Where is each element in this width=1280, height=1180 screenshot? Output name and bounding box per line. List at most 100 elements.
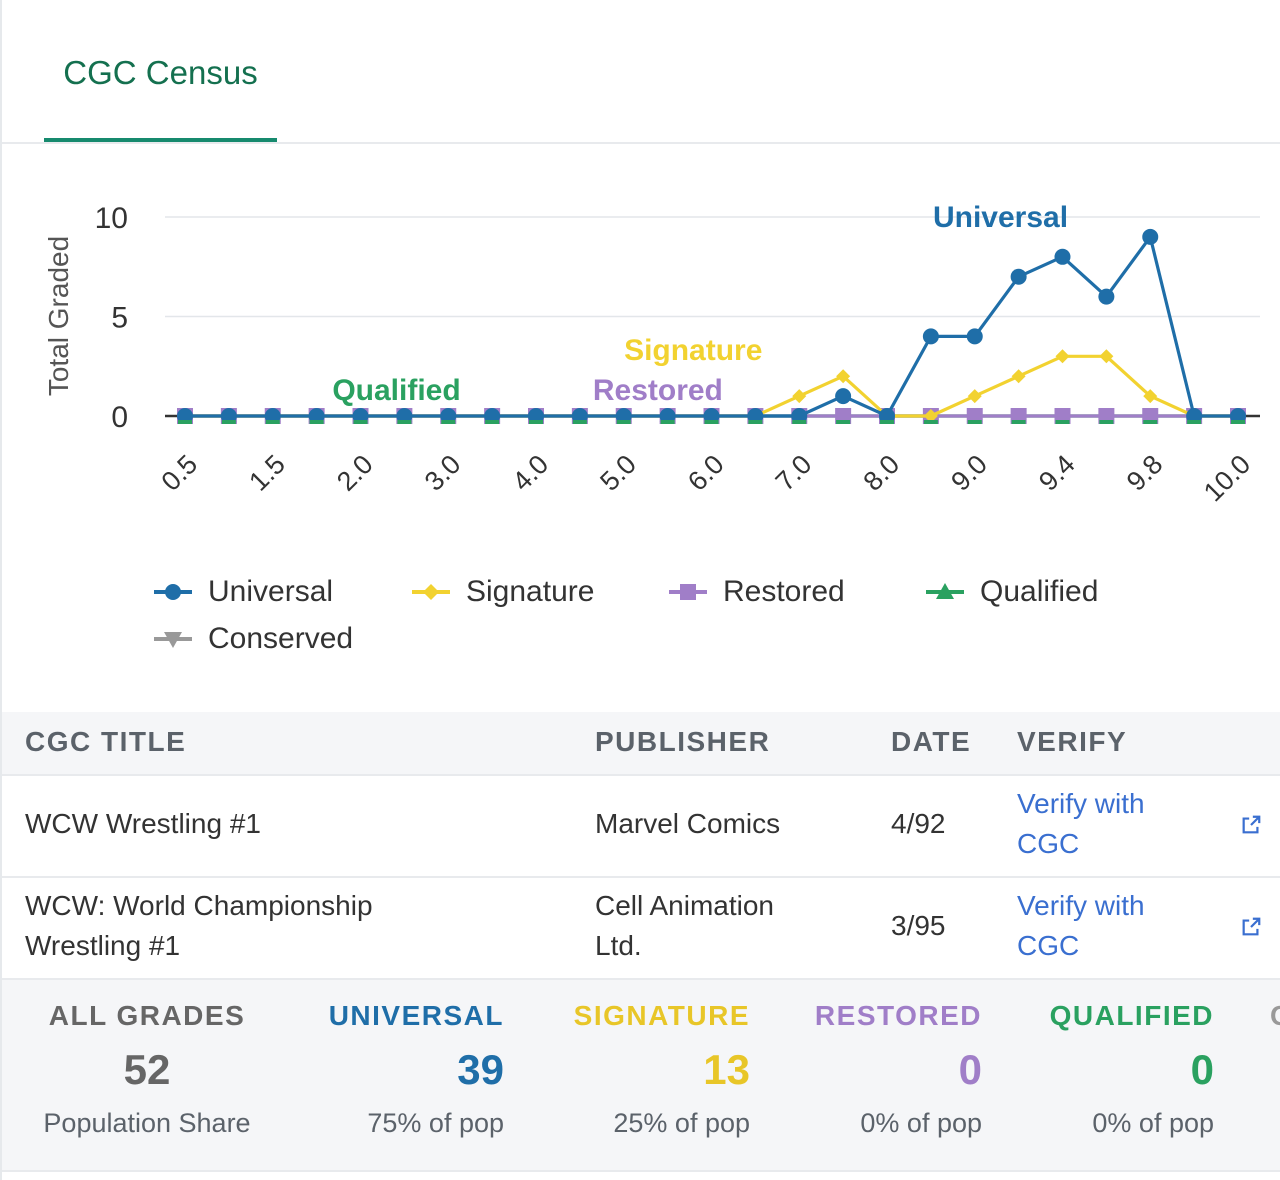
data-point-qualified	[660, 420, 675, 424]
summary-share: 0% of pop	[860, 1108, 982, 1138]
data-point-qualified	[265, 420, 280, 424]
data-point-qualified	[485, 420, 500, 424]
data-point-qualified	[704, 420, 719, 424]
series-data-label: Universal	[933, 201, 1068, 234]
summary-value: 0	[958, 1046, 982, 1093]
x-tick-label: 2.0	[331, 449, 379, 497]
data-point-universal	[966, 328, 983, 345]
external-link-icon[interactable]	[1240, 814, 1262, 836]
data-point-signature	[836, 369, 851, 384]
data-point-qualified	[923, 420, 938, 424]
data-point-signature	[923, 409, 938, 423]
summary-label: UNIVERSAL	[328, 1000, 504, 1031]
data-point-universal	[1142, 228, 1159, 245]
data-point-qualified	[178, 420, 192, 424]
data-point-signature	[792, 389, 807, 404]
legend-conserved[interactable]: Conserved	[152, 619, 353, 659]
data-point-qualified	[1055, 420, 1070, 424]
y-tick-label: 5	[111, 302, 128, 335]
data-point-universal	[1010, 268, 1027, 285]
legend-universal[interactable]: Universal	[152, 572, 333, 612]
data-point-qualified	[967, 420, 982, 424]
external-link-icon[interactable]	[1240, 916, 1262, 938]
data-point-qualified	[1143, 420, 1158, 424]
data-point-universal	[1098, 288, 1115, 305]
verify-with-cgc-link[interactable]: Verify with CGC	[1017, 788, 1145, 859]
x-tick-label: 7.0	[770, 449, 818, 497]
cell-title: WCW: World Championship Wrestling #1	[25, 890, 373, 961]
data-point-signature	[1143, 389, 1158, 404]
y-axis-label: Total Graded	[43, 236, 74, 396]
circle-marker-icon	[154, 584, 192, 600]
data-point-signature	[1099, 349, 1114, 364]
header-publisher[interactable]: PUBLISHER	[595, 726, 771, 757]
data-point-qualified	[1099, 420, 1114, 424]
x-tick-label: 9.8	[1121, 449, 1169, 497]
legend-signature[interactable]: Signature	[410, 572, 594, 612]
x-tick-label: 3.0	[419, 449, 467, 497]
x-tick-label: 0.5	[155, 449, 203, 497]
series-data-label: Signature	[624, 334, 762, 367]
tab-bar: CGC Census	[2, 0, 1280, 144]
square-marker-icon	[669, 584, 707, 600]
summary-label: SIGNATURE	[573, 1000, 750, 1031]
summary-restored: RESTORED 0 0% of pop	[792, 1000, 982, 1139]
data-point-universal	[922, 328, 939, 345]
data-point-qualified	[792, 420, 807, 424]
legend-label: Restored	[723, 575, 845, 608]
data-point-signature	[967, 389, 982, 404]
header-cgc-title[interactable]: CGC TITLE	[25, 726, 187, 757]
summary-label: QUALIFIED	[1049, 1000, 1214, 1031]
data-point-qualified	[441, 420, 456, 424]
data-point-qualified	[1011, 420, 1026, 424]
legend-label: Universal	[208, 575, 334, 608]
data-point-qualified	[221, 420, 236, 424]
table-row: WCW Wrestling #1 Marvel Comics 4/92 Veri…	[2, 776, 1280, 878]
summary-value: 0	[1190, 1046, 1214, 1093]
summary-value: 39	[457, 1046, 504, 1093]
series-data-label: Qualified	[332, 374, 460, 407]
y-tick-label: 10	[95, 202, 128, 235]
summary-value: 13	[703, 1046, 750, 1093]
summary-all-grades: ALL GRADES 52 Population Share	[32, 1000, 262, 1139]
summary-signature: SIGNATURE 13 25% of pop	[547, 1000, 750, 1139]
summary-universal: UNIVERSAL 39 75% of pop	[302, 1000, 504, 1139]
cell-publisher: Cell Animation Ltd.	[595, 890, 774, 961]
data-point-qualified	[397, 420, 412, 424]
tab-cgc-census[interactable]: CGC Census	[44, 50, 277, 142]
cell-date: 3/95	[891, 910, 946, 941]
x-tick-label: 9.0	[945, 449, 993, 497]
census-line-chart: 0 5 10 Total Graded 0.5 1.5 2.0 3.0 4.0 5.0 6.0 7.0…	[43, 201, 1260, 507]
summary-label: ALL GRADES	[48, 1000, 246, 1031]
triangle-down-marker-icon	[154, 632, 192, 648]
data-point-universal	[835, 388, 852, 405]
summary-conserved: C	[1270, 1000, 1280, 1032]
summary-share: Population Share	[43, 1108, 251, 1138]
x-tick-label: 1.5	[243, 449, 291, 497]
data-point-qualified	[353, 420, 368, 424]
summary-share: 0% of pop	[1092, 1108, 1214, 1138]
cell-publisher: Marvel Comics	[595, 808, 781, 839]
summary-label: C	[1270, 1000, 1280, 1032]
data-point-qualified	[1231, 420, 1245, 424]
data-point-signature	[1055, 349, 1070, 364]
x-tick-label: 4.0	[506, 449, 554, 497]
summary-label: RESTORED	[814, 1000, 982, 1031]
data-point-universal	[1054, 248, 1071, 265]
cell-title: WCW Wrestling #1	[25, 808, 261, 839]
legend-restored[interactable]: Restored	[667, 572, 845, 612]
legend-label: Signature	[466, 575, 595, 608]
legend-qualified[interactable]: Qualified	[924, 572, 1098, 612]
verify-with-cgc-link[interactable]: Verify with CGC	[1017, 890, 1145, 961]
data-point-signature	[1011, 369, 1026, 384]
population-summary: ALL GRADES 52 Population Share UNIVERSAL…	[2, 980, 1280, 1172]
data-point-qualified	[529, 420, 543, 424]
header-date[interactable]: DATE	[891, 726, 972, 757]
legend-label: Conserved	[208, 622, 354, 655]
series-data-label: Restored	[593, 374, 723, 407]
legend-label: Qualified	[980, 575, 1099, 608]
data-point-qualified	[1187, 420, 1202, 424]
data-point-qualified	[836, 420, 851, 424]
table-row: WCW: World Championship Wrestling #1 Cel…	[2, 878, 1280, 980]
